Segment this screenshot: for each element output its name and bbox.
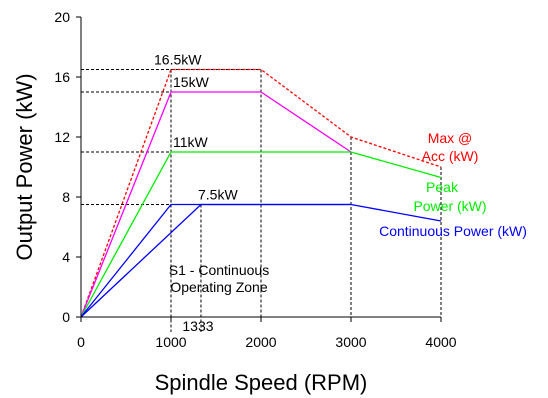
legend-peak-line2: Power (kW) xyxy=(413,198,486,214)
x-tick-label: 1000 xyxy=(155,334,186,350)
label-1333: 1333 xyxy=(182,318,213,334)
y-tick-label: 12 xyxy=(54,129,70,145)
y-tick-label: 20 xyxy=(54,9,70,25)
zone-label-line2: Operating Zone xyxy=(170,279,267,295)
legend-max-line1: Max @ xyxy=(428,130,473,146)
y-tick-label: 0 xyxy=(62,309,70,325)
label-15kw: 15kW xyxy=(173,74,210,90)
y-tick-label: 8 xyxy=(62,189,70,205)
x-tick-label: 3000 xyxy=(335,334,366,350)
series-line-3 xyxy=(80,151,442,318)
axes: 0 4 8 12 16 20 0 1000 2000 3000 4000 Spindle Speed … xyxy=(12,9,457,395)
series-line-2 xyxy=(80,91,352,318)
x-tick-label: 0 xyxy=(77,334,85,350)
label-7-5kw: 7.5kW xyxy=(198,187,238,203)
y-tick-label: 16 xyxy=(54,69,70,85)
zone-label-line1: S1 - Continuous xyxy=(169,262,269,278)
legend-max-line2: Acc (kW) xyxy=(422,148,479,164)
x-tick-label: 2000 xyxy=(245,334,276,350)
x-tick-label: 4000 xyxy=(425,334,456,350)
y-axis-title: Output Power (kW) xyxy=(12,73,37,260)
series-line-1 xyxy=(80,68,442,318)
label-11kw: 11kW xyxy=(173,134,209,150)
x-axis-title: Spindle Speed (RPM) xyxy=(155,370,368,395)
legend-continuous: Continuous Power (kW) xyxy=(379,223,527,239)
series-line-5 xyxy=(80,203,351,318)
series-lines xyxy=(80,68,442,318)
label-16-5kw: 16.5kW xyxy=(154,52,202,68)
y-tick-label: 4 xyxy=(62,249,70,265)
labels: 16.5kW 15kW 11kW 7.5kW S1 - ContinuousOperat… xyxy=(154,52,527,335)
legend-peak-line1: Peak xyxy=(426,179,459,195)
